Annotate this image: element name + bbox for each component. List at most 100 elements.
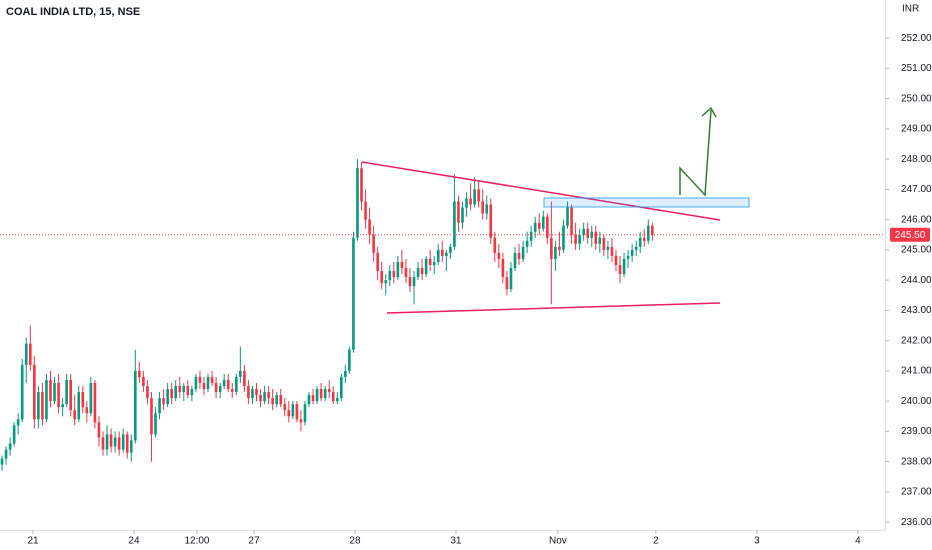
candle-body <box>49 379 52 402</box>
candle-body <box>37 392 40 420</box>
candle-body <box>16 419 20 426</box>
candle-body <box>226 379 230 390</box>
candle-body <box>61 404 64 408</box>
candle-body <box>537 222 541 229</box>
candle-body <box>461 207 464 223</box>
candle-body <box>287 410 291 417</box>
candle-body <box>319 389 323 399</box>
candle-body <box>303 404 307 423</box>
candle-body <box>121 434 125 450</box>
candle-body <box>105 434 109 450</box>
candle-body <box>481 201 485 214</box>
x-tick-label: 21 <box>27 536 39 547</box>
candle-body <box>117 437 121 450</box>
candle-body <box>77 392 81 420</box>
candle-body <box>485 204 489 214</box>
candle-body <box>416 268 420 278</box>
candle-body <box>360 168 363 202</box>
candle-body <box>521 246 525 259</box>
candle-body <box>610 246 614 256</box>
candle-body <box>113 437 117 447</box>
candle-body <box>638 237 642 247</box>
candle-body <box>501 258 505 278</box>
candle-body <box>558 246 561 250</box>
candle-body <box>0 458 4 465</box>
candle-body <box>469 198 472 205</box>
candle-body <box>259 395 262 402</box>
x-tick-label: 4 <box>855 536 861 547</box>
candle-body <box>412 277 416 287</box>
candle-body <box>622 258 626 275</box>
y-tick-label: 237.00 <box>901 487 932 498</box>
candle-body <box>396 261 400 278</box>
candle-body <box>497 252 501 259</box>
candle-body <box>129 440 133 453</box>
candle-body <box>606 246 610 250</box>
x-tick-label: 12:00 <box>184 536 209 547</box>
last-price-box <box>890 227 930 242</box>
candle-body <box>53 382 56 402</box>
candle-body <box>646 225 650 241</box>
last-price-label: 245.50 <box>895 230 926 241</box>
candle-body <box>109 434 113 447</box>
candle-body <box>93 382 97 423</box>
candle-body <box>566 207 569 226</box>
y-tick-label: 242.00 <box>901 335 932 346</box>
candle-body <box>275 395 279 405</box>
candle-body <box>493 237 497 253</box>
candle-body <box>243 370 246 387</box>
candle-body <box>150 398 153 435</box>
candle-body <box>598 237 602 244</box>
candle-body <box>420 268 424 275</box>
candle-body <box>239 370 242 377</box>
x-tick-label: 31 <box>450 536 462 547</box>
y-tick-label: 252.00 <box>901 33 932 44</box>
candle-body <box>642 237 646 241</box>
x-tick-label: 28 <box>349 536 361 547</box>
candle-body <box>445 252 448 256</box>
candle-body <box>222 379 226 387</box>
candle-body <box>618 265 622 275</box>
candle-body <box>24 343 28 365</box>
candle-body <box>473 189 476 205</box>
candle-body <box>578 234 581 244</box>
candle-body <box>154 413 157 435</box>
candle-body <box>125 434 129 453</box>
candle-body <box>315 389 319 402</box>
arrow-head <box>701 106 717 118</box>
y-tick-label: 244.00 <box>901 275 932 286</box>
candle-body <box>630 249 634 256</box>
candle-body <box>41 392 44 420</box>
candle-body <box>436 249 440 262</box>
candle-body <box>388 271 392 281</box>
candle-body <box>408 277 412 287</box>
candle-body <box>440 249 444 256</box>
x-tick-label: 2 <box>653 536 659 547</box>
candle-body <box>230 389 234 393</box>
trendline-upper <box>361 161 721 221</box>
candle-body <box>634 246 638 250</box>
candle-body <box>255 389 258 396</box>
candle-body <box>8 443 12 450</box>
candle-body <box>651 225 654 235</box>
candle-body <box>206 376 210 390</box>
candle-body <box>73 410 77 420</box>
y-tick-label: 240.00 <box>901 396 932 407</box>
candle-body <box>271 398 274 405</box>
candle-body <box>210 376 214 383</box>
candle-body <box>295 404 299 420</box>
candle-body <box>372 234 375 253</box>
candle-body <box>562 225 565 250</box>
candle-body <box>158 398 161 414</box>
candle-body <box>517 252 521 259</box>
candle-body <box>554 246 557 259</box>
candle-body <box>352 237 355 350</box>
candle-body <box>404 268 408 278</box>
candle-body <box>4 449 8 459</box>
candle-body <box>477 189 480 202</box>
candle-body <box>190 389 194 396</box>
y-tick-label: 238.00 <box>901 456 932 467</box>
candle-body <box>348 349 351 371</box>
y-tick-label: 251.00 <box>901 63 932 74</box>
